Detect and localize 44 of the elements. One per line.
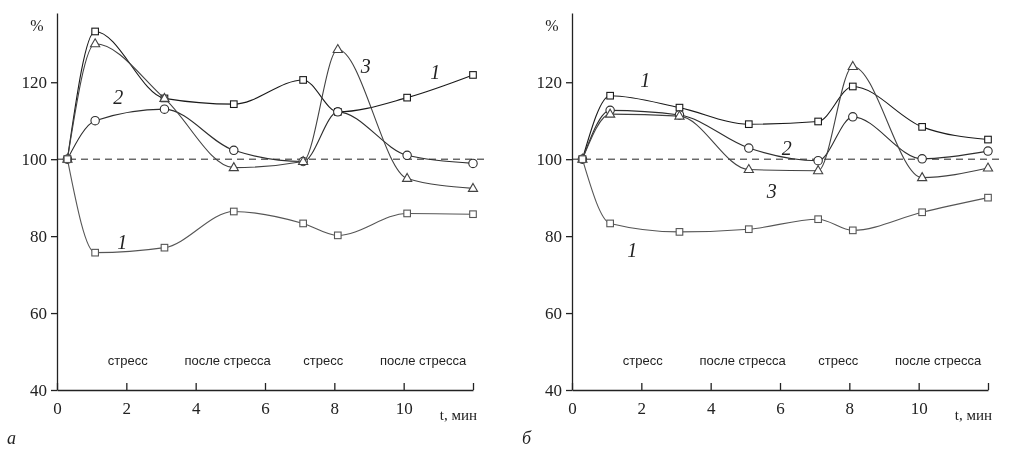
annotation: стресс <box>107 353 149 369</box>
text: б <box>522 428 532 448</box>
y-tick-label: 100 <box>21 150 47 170</box>
annotation: стресс <box>303 353 344 369</box>
series-label: 1 <box>117 231 128 254</box>
annotation: стресс <box>622 353 664 369</box>
x-tick-label: 8 <box>845 399 855 419</box>
x-tick-label: 2 <box>637 399 647 419</box>
series-label: 2 <box>781 136 792 159</box>
y-tick-label: 80 <box>30 227 47 247</box>
x-tick-label: 8 <box>330 399 340 419</box>
annotation: после стресса <box>379 353 468 369</box>
x-tick-label: 0 <box>568 399 577 419</box>
x-tick-label: 6 <box>776 399 785 419</box>
series-label: 2 <box>113 86 124 109</box>
x-tick-label: 6 <box>261 399 270 419</box>
annotation: после стресса <box>894 353 983 369</box>
y-axis-title: % <box>545 17 559 34</box>
series-label: 1 <box>627 239 638 262</box>
y-tick-label: 120 <box>536 73 562 93</box>
x-tick-label: 4 <box>706 399 716 419</box>
x-axis-title: t, мин <box>439 407 477 423</box>
annotation: после стресса <box>699 353 787 369</box>
y-tick-label: 80 <box>545 227 562 247</box>
x-tick-label: 2 <box>122 399 132 419</box>
annotation: стресс <box>818 353 859 369</box>
y-tick-label: 100 <box>536 150 562 170</box>
text: а <box>7 428 16 448</box>
series-label: 3 <box>765 180 777 203</box>
y-tick-label: 60 <box>30 304 47 323</box>
series-label: 1 <box>640 69 651 92</box>
series-label: 1 <box>430 61 441 84</box>
y-tick-label: 120 <box>21 73 47 93</box>
x-tick-label: 10 <box>910 399 928 419</box>
y-tick-label: 40 <box>545 380 562 400</box>
series-label: 3 <box>359 55 371 78</box>
x-axis-title: t, мин <box>954 407 992 423</box>
x-tick-label: 4 <box>191 399 201 419</box>
x-tick-label: 10 <box>395 399 413 419</box>
x-tick-label: 0 <box>53 399 62 419</box>
y-axis-title: % <box>30 17 44 34</box>
annotation: после стресса <box>184 353 272 369</box>
y-tick-label: 60 <box>545 304 562 323</box>
y-tick-label: 40 <box>30 380 47 400</box>
